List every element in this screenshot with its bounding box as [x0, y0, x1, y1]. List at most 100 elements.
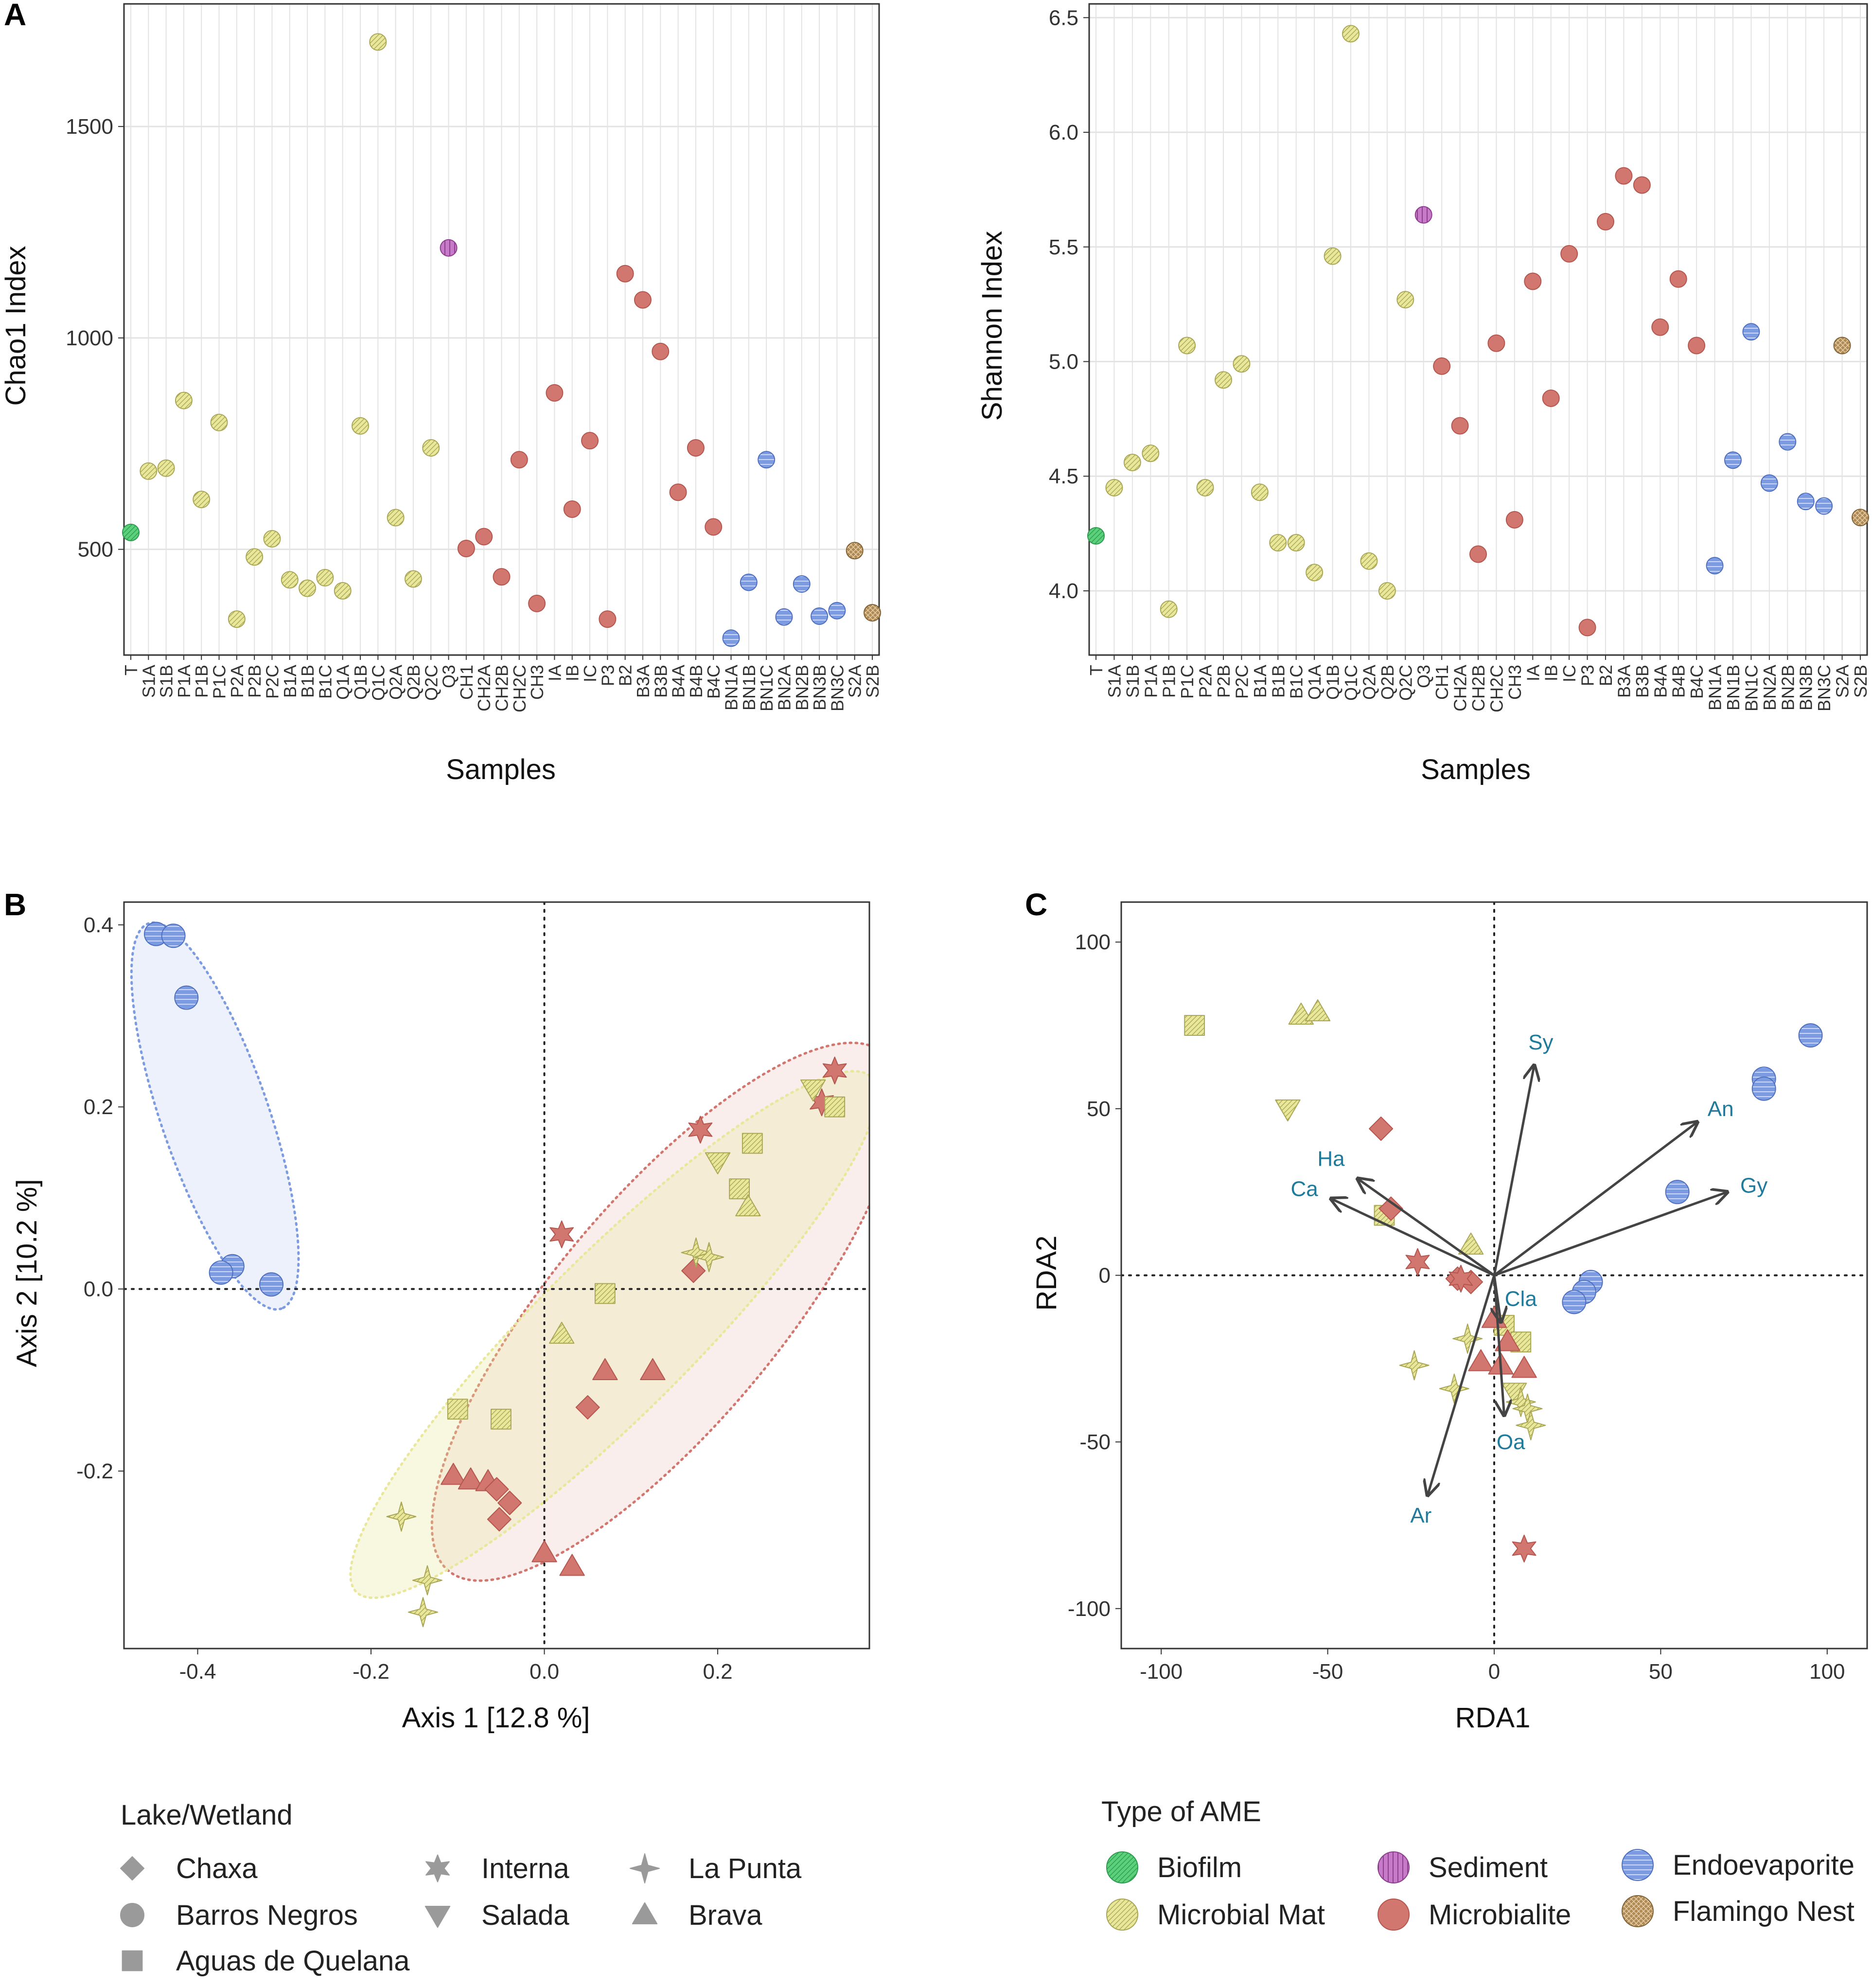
legend-lake-brava-icon	[632, 1902, 658, 1924]
chao1-point-bn2a	[775, 608, 793, 626]
chao1-x-tick-label: B4C	[704, 665, 724, 699]
chao1-point-p2a	[228, 610, 246, 628]
rda-point-barros-negros	[1665, 1180, 1690, 1205]
pcoa-y-tick-label: 0.4	[84, 913, 113, 937]
shannon-point-q1a	[1306, 564, 1324, 582]
shannon-point-q1c	[1342, 25, 1360, 43]
shannon-point-bn1c	[1742, 323, 1760, 341]
shannon-point-bn2b	[1779, 433, 1797, 451]
pcoa-point-barros-negros	[161, 923, 186, 948]
pcoa-point-aguas-de-quelana	[594, 1283, 616, 1304]
shannon-x-tick-label: BN1B	[1723, 665, 1743, 710]
chao1-point-b2	[616, 265, 634, 283]
chao1-x-tick-label: BN3B	[810, 665, 830, 710]
shannon-point-t	[1087, 527, 1105, 545]
rda-point-interna	[1448, 1264, 1473, 1293]
shannon-x-tick-label: P1B	[1159, 665, 1179, 698]
chao1-point-q1a	[334, 582, 352, 600]
shannon-x-tick-label: CH3	[1505, 665, 1525, 700]
chao1-point-bn1b	[740, 573, 758, 591]
chao1-x-tick-label: IB	[563, 665, 583, 681]
shannon-x-tick-label: IB	[1541, 665, 1561, 681]
legend-type-title: Type of AME	[1101, 1796, 1261, 1828]
chao1-point-q3	[440, 239, 458, 257]
chao1-x-tick-label: B1A	[280, 665, 300, 698]
chao1-point-bn3c	[828, 602, 846, 620]
pcoa-point-barros-negros	[259, 1272, 284, 1297]
shannon-x-tick-label: CH2A	[1450, 665, 1470, 711]
chao1-point-b3b	[652, 342, 670, 360]
rda-x-axis-title: RDA1	[1455, 1702, 1531, 1734]
shannon-x-tick-label: P2B	[1214, 665, 1234, 698]
pcoa-point-la-punta	[681, 1237, 711, 1268]
chao1-x-tick-label: P1B	[192, 665, 212, 698]
shannon-point-q3	[1414, 206, 1432, 224]
chao1-x-tick-label: Q1A	[333, 665, 353, 700]
rda-vector-oa	[1493, 1275, 1504, 1416]
shannon-x-tick-label: B4A	[1650, 665, 1670, 698]
legend-type-endoevaporite-icon	[1622, 1849, 1654, 1881]
legend-lake-salada-label: Salada	[481, 1899, 569, 1931]
chao1-x-tick-label: P2A	[227, 665, 247, 698]
pcoa-y-tick-label: -0.2	[76, 1459, 113, 1483]
shannon-y-tick-label: 5.5	[1049, 235, 1078, 259]
shannon-y-tick-label: 4.5	[1049, 464, 1078, 488]
shannon-point-ch1	[1433, 357, 1451, 375]
shannon-point-b1b	[1269, 533, 1287, 551]
shannon-x-tick-label: B3B	[1632, 665, 1652, 698]
chao1-x-tick-label: IA	[545, 665, 565, 681]
pcoa-point-salada	[800, 1079, 826, 1101]
legend-lake-aguas-de-quelana-label: Aguas de Quelana	[176, 1945, 410, 1977]
legend-lake-interna-icon	[425, 1854, 450, 1882]
pcoa-point-chaxa	[497, 1491, 522, 1515]
legend-lake-la-punta-icon	[630, 1853, 660, 1883]
chao1-point-q1c	[369, 33, 387, 51]
rda-point-brava	[1305, 999, 1331, 1022]
chao1-point-s1a	[140, 462, 158, 480]
rda-plot-area: Sy An Gy Ha Ca Cla Oa Ar	[1121, 902, 1867, 1649]
shannon-point-bn2a	[1760, 474, 1778, 492]
chao1-point-ia	[546, 384, 564, 402]
rda-y-tick-label: -100	[1068, 1597, 1111, 1621]
rda-vector-ca	[1331, 1199, 1495, 1277]
legend-lake-title: Lake/Wetland	[121, 1799, 293, 1831]
shannon-point-b4c	[1688, 337, 1706, 355]
shannon-point-b2	[1597, 213, 1614, 231]
chao1-point-q2c	[422, 439, 440, 457]
rda-point-barros-negros	[1562, 1290, 1587, 1314]
pcoa-point-brava	[640, 1358, 666, 1381]
chao1-point-q2b	[404, 570, 422, 588]
chao1-x-tick-label: P2C	[262, 665, 282, 699]
pcoa-y-axis-title: Axis 2 [10.2 %]	[11, 1179, 43, 1367]
rda-vector-label-an: An	[1708, 1097, 1734, 1121]
shannon-x-tick-label: BN3B	[1796, 665, 1816, 710]
shannon-point-q1b	[1324, 247, 1342, 265]
shannon-point-p2a	[1196, 479, 1214, 497]
chao1-x-tick-label: Q2C	[421, 665, 441, 701]
chao1-y-tick-label: 500	[78, 538, 113, 562]
legend-type-flamingo-nest-label: Flamingo Nest	[1673, 1896, 1854, 1927]
legend-type-biofilm-icon	[1106, 1851, 1138, 1883]
legend-type-microbialite-label: Microbialite	[1429, 1899, 1571, 1931]
chao1-point-ch2b	[493, 568, 511, 586]
legend-lake-aguas-de-quelana-icon	[122, 1950, 143, 1971]
chao1-x-tick-label: Q3	[439, 665, 459, 688]
chao1-point-p3	[599, 610, 617, 628]
rda-point-brava	[1511, 1356, 1537, 1378]
shannon-y-axis-title: Shannon Index	[976, 231, 1008, 421]
shannon-x-tick-label: Q3	[1414, 665, 1434, 688]
pcoa-point-salada	[705, 1152, 731, 1174]
pcoa-point-brava	[531, 1540, 557, 1562]
chao1-point-s2b	[864, 604, 881, 622]
chao1-x-tick-label: B2	[616, 665, 636, 686]
shannon-x-tick-label: IA	[1523, 665, 1543, 681]
chao1-x-tick-label: CH2B	[492, 665, 512, 711]
shannon-x-tick-label: Q2A	[1359, 665, 1379, 700]
pcoa-y-tick-label: 0.0	[84, 1278, 113, 1301]
pcoa-point-aguas-de-quelana	[742, 1133, 763, 1154]
shannon-x-tick-label: B1B	[1268, 665, 1288, 698]
pcoa-x-tick-label: 0.0	[530, 1660, 559, 1684]
chao1-x-tick-label: S1B	[157, 665, 177, 698]
chao1-x-tick-label: IC	[580, 665, 600, 682]
rda-point-la-punta	[1399, 1350, 1430, 1381]
